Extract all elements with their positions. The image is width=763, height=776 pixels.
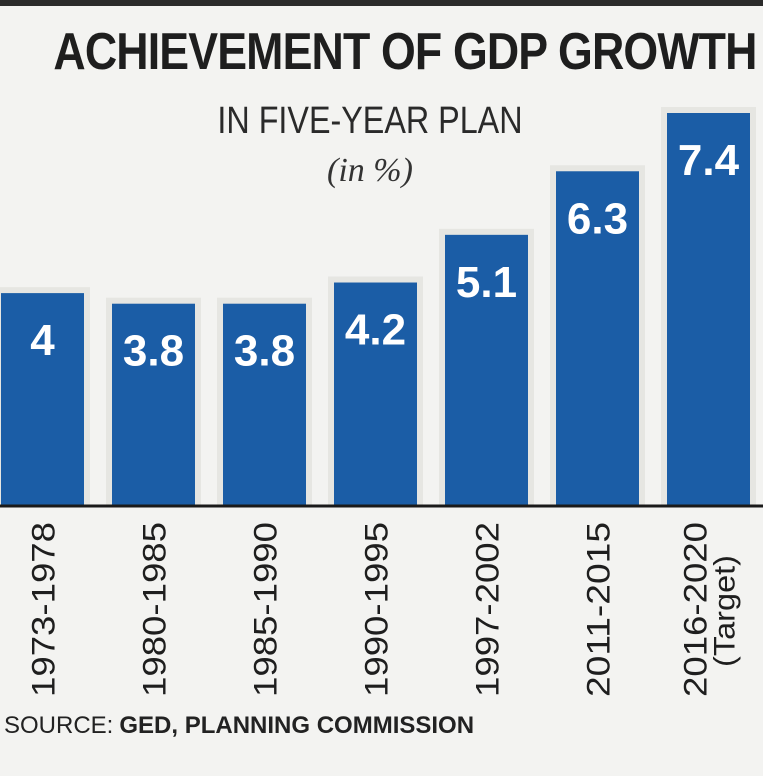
category-label-group: 2016-2020(Target) (678, 522, 742, 697)
category-label-group: 2011-2015 (581, 522, 617, 697)
bar-1973-1978 (1, 293, 84, 505)
value-label: 7.4 (678, 136, 740, 185)
category-note: (Target) (709, 555, 742, 667)
bar-2016-2020 (667, 113, 750, 505)
category-label: 1997-2002 (470, 522, 506, 697)
source-label: SOURCE: (4, 712, 114, 739)
value-label: 3.8 (234, 327, 295, 376)
category-label-group: 1985-1990 (248, 522, 284, 697)
chart-title: ACHIEVEMENT OF GDP GROWTH (53, 23, 757, 81)
bar-chart: 4 1973-1978 3.8 1980-1985 3.8 1985-1990 4.2 199… (0, 107, 763, 697)
category-label: 1980-1985 (137, 522, 173, 697)
chart-subtitle: IN FIVE-YEAR PLAN (217, 100, 523, 142)
source-value: GED, PLANNING COMMISSION (119, 712, 475, 739)
category-label: 1990-1995 (359, 522, 395, 697)
value-label: 6.3 (567, 194, 628, 243)
bar-1985-1990 (223, 303, 306, 505)
category-label-group: 1973-1978 (26, 522, 62, 697)
value-label: 5.1 (456, 258, 517, 307)
category-label: 1985-1990 (248, 522, 284, 697)
bar-1990-1995 (334, 282, 417, 505)
category-label-group: 1980-1985 (137, 522, 173, 697)
bar-2011-2015 (556, 171, 639, 505)
category-label: 1973-1978 (26, 522, 62, 697)
category-label-group: 1990-1995 (359, 522, 395, 697)
value-label: 3.8 (123, 327, 184, 376)
bar-1997-2002 (445, 234, 528, 506)
category-label: 2016-2020 (678, 522, 714, 697)
bar-1980-1985 (112, 303, 195, 505)
chart-unit: (in %) (327, 152, 413, 189)
value-label: 4 (30, 316, 55, 365)
value-label: 4.2 (345, 306, 406, 355)
top-rule (0, 0, 763, 6)
category-label-group: 1997-2002 (470, 522, 506, 697)
source-line: SOURCE: GED, PLANNING COMMISSION (4, 712, 474, 740)
category-label: 2011-2015 (581, 522, 617, 697)
